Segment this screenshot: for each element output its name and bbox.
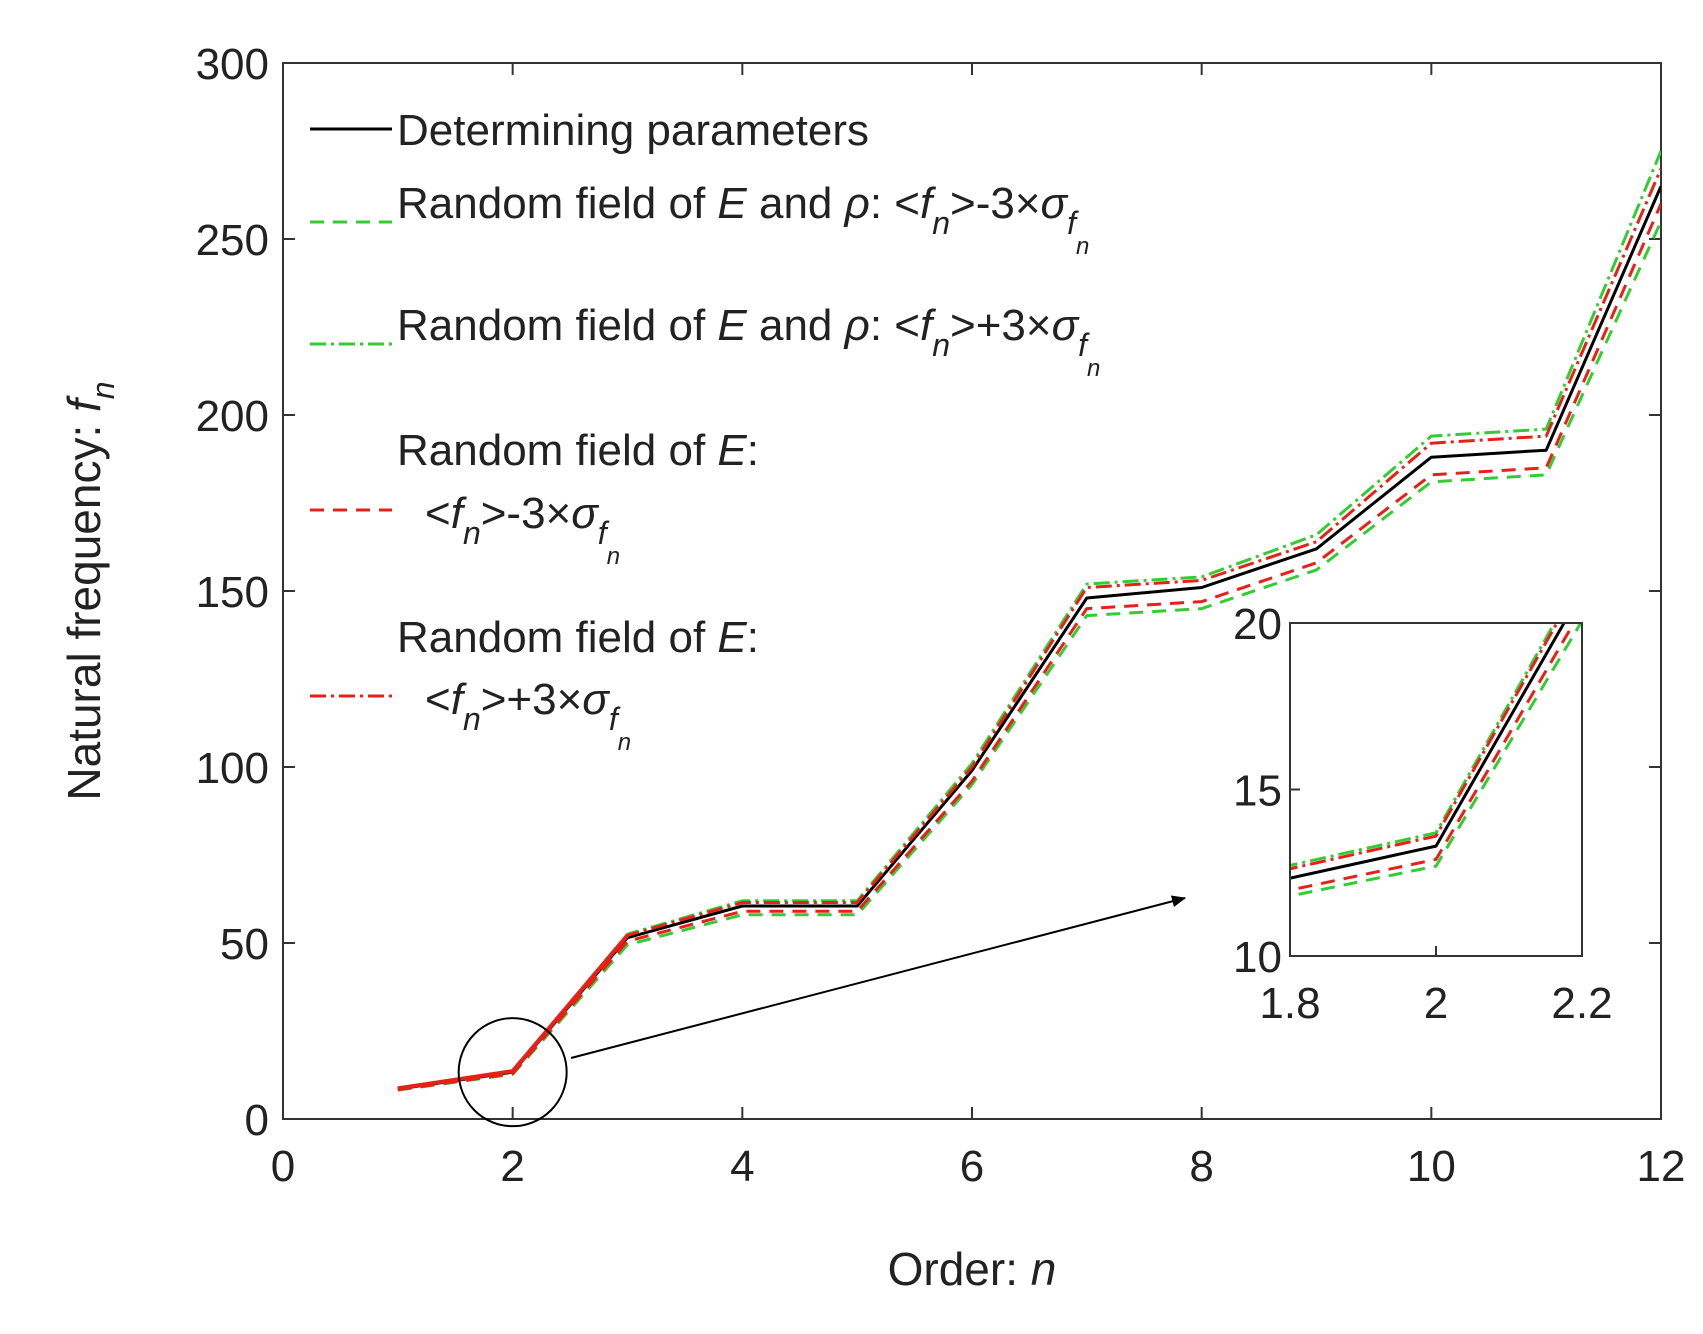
inset-y-tick-label: 15 (1233, 767, 1282, 816)
inset-series-line-2 (1290, 623, 1557, 867)
legend-label-e-rho-plus: Random field of E and ρ: <fn>+3×σfn (397, 301, 1100, 382)
inset-x-tick-label: 1.8 (1259, 979, 1320, 1028)
inset-series-group (1290, 623, 1582, 898)
legend-label-e-rho-minus: Random field of E and ρ: <fn>-3×σfn (397, 179, 1089, 260)
y-tick-label: 300 (196, 40, 269, 89)
y-tick-label: 50 (220, 920, 269, 969)
inset-x-tick-label: 2.2 (1551, 979, 1612, 1028)
legend-label-e-plus-line1: Random field of E: (397, 613, 759, 662)
legend-label-determining-text: Determining parameters (397, 106, 869, 155)
series-line-3 (397, 203, 1661, 1092)
inset-series-line-4 (1290, 623, 1559, 871)
x-axis-label: Order: n (888, 1243, 1057, 1295)
zoom-circle-annotation (457, 1017, 568, 1128)
legend-label-determining: Determining parameters (397, 106, 869, 155)
x-tick-label: 4 (730, 1142, 754, 1191)
inset-y-tick-label: 10 (1233, 933, 1282, 982)
series-line-1 (397, 220, 1661, 1092)
inset-axis-ticks: 1.8 2 2.2 10 15 20 (1233, 600, 1613, 1028)
y-tick-label: 0 (245, 1096, 269, 1145)
x-tick-label: 8 (1189, 1142, 1213, 1191)
y-tick-label: 150 (196, 568, 269, 617)
legend-label-e-plus-line2: <fn>+3×σfn (425, 675, 631, 756)
zoom-arrow-annotation (570, 895, 1186, 1059)
legend-label-e-minus-line1: Random field of E: (397, 426, 759, 475)
x-tick-label: 0 (271, 1142, 295, 1191)
y-axis-label-text: Natural frequency: (58, 412, 110, 801)
main-series-group (397, 150, 1661, 1092)
x-axis-label-text: Order: (888, 1243, 1031, 1295)
series-line-early-overlap (397, 934, 630, 1091)
inset-background (1290, 623, 1582, 956)
y-tick-label: 200 (196, 392, 269, 441)
legend: Determining parameters Random field of E… (310, 106, 1100, 756)
legend-label-e-minus-line2: <fn>-3×σfn (425, 489, 620, 570)
y-tick-label: 250 (196, 216, 269, 265)
inset-x-tick-label: 2 (1424, 979, 1448, 1028)
x-tick-label: 2 (500, 1142, 524, 1191)
inset-y-tick-label: 20 (1233, 600, 1282, 649)
main-axis-ticks: 0 2 4 6 8 10 12 0 50 100 150 200 250 300 (196, 40, 1686, 1191)
y-axis-label-sub: n (85, 381, 121, 399)
x-tick-label: 6 (960, 1142, 984, 1191)
inset-series-line-3 (1290, 623, 1576, 892)
x-tick-label: 10 (1407, 1142, 1456, 1191)
y-tick-label: 100 (196, 744, 269, 793)
inset-series-line-0 (1290, 623, 1566, 880)
y-axis-label-var: f (58, 395, 110, 412)
y-axis-label: Natural frequency: fn (58, 381, 121, 800)
x-tick-label: 12 (1637, 1142, 1686, 1191)
inset-series-line-1 (1290, 623, 1582, 898)
x-axis-label-var: n (1031, 1243, 1057, 1295)
